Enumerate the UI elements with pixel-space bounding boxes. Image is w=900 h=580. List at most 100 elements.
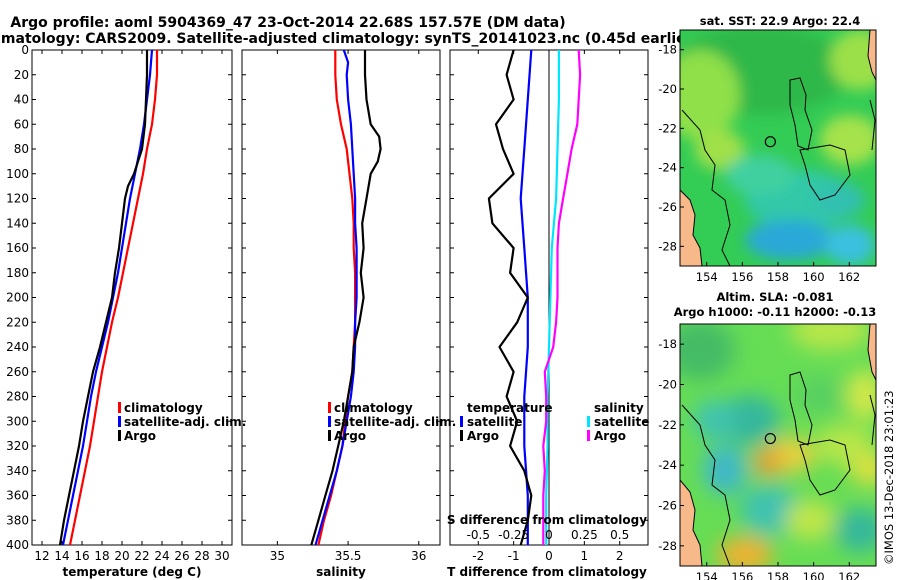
- latitude-tick-label: -24: [658, 458, 677, 472]
- longitude-tick-label: 160: [803, 570, 825, 580]
- temperature-tick-label: 26: [174, 549, 189, 563]
- legend-swatch-satellite: [118, 416, 121, 427]
- depth-tick-label: 160: [6, 241, 29, 255]
- coastline-australia: [680, 189, 703, 266]
- latitude-tick-label: -26: [658, 200, 677, 214]
- s-difference-tick-label: 0.25: [571, 528, 598, 542]
- temperature-tick-label: 22: [134, 549, 149, 563]
- depth-tick-label: 320: [6, 439, 29, 453]
- sst-map-axes: 154 156 158 160 162 -18 -20 -22 -24 -26 -28: [658, 43, 860, 284]
- legend-label-climatology: climatology: [124, 401, 203, 415]
- bathymetry-contours: [681, 371, 876, 566]
- series-line-argo: [58, 50, 149, 545]
- sla-field: [680, 324, 876, 566]
- depth-tick-label: 40: [14, 93, 29, 107]
- depth-tick-label: 400: [6, 538, 29, 552]
- salinity-panel: 35 35.5 36 salinity climatology satellite-…: [241, 49, 456, 579]
- s-difference-axis: -0.5 -0.25 0 0.25 0.5: [467, 528, 630, 542]
- legend-swatch-argo: [118, 430, 121, 441]
- t-difference-tick-label: 1: [581, 549, 589, 563]
- salinity-legend: climatology satellite-adj. clim. Argo: [328, 401, 456, 443]
- difference-legend: temperature satellite Argo salinity sate…: [460, 401, 649, 443]
- argo-location-marker: [764, 432, 776, 445]
- s-difference-tick-label: -0.25: [498, 528, 529, 542]
- t-difference-tick-label: 2: [616, 549, 624, 563]
- depth-tick-label: 280: [6, 390, 29, 404]
- legend-swatch-s-satellite: [587, 416, 590, 427]
- depth-tick-label: 240: [6, 340, 29, 354]
- longitude-tick-label: 158: [767, 570, 789, 580]
- depth-tick-label: 80: [14, 142, 29, 156]
- legend-swatch-argo: [328, 430, 331, 441]
- bathymetry-contours: [681, 77, 876, 266]
- salinity-tick-label: 35: [270, 549, 285, 563]
- legend-title-temperature: temperature: [467, 401, 552, 415]
- salinity-axis-label: salinity: [316, 565, 366, 579]
- series-line-satellite-adj-clim-: [61, 50, 154, 545]
- figure-title-line1: Argo profile: aoml 5904369_47 23-Oct-201…: [10, 15, 565, 31]
- latitude-tick-label: -28: [658, 239, 677, 253]
- latitude-tick-label: -18: [658, 43, 677, 57]
- series-line-s-satellite: [545, 50, 561, 545]
- latitude-tick-label: -26: [658, 499, 677, 513]
- legend-swatch-t-satellite: [460, 416, 463, 427]
- longitude-tick-label: 158: [767, 270, 789, 284]
- sst-map: sat. SST: 22.9 Argo: 22.4 154 156 158 160 16…: [658, 14, 877, 284]
- depth-tick-label: 300: [6, 414, 29, 428]
- series-line-climatology: [68, 50, 159, 545]
- depth-tick-label: 260: [6, 365, 29, 379]
- difference-depth-ticks: [450, 49, 648, 546]
- temperature-tick-label: 18: [94, 549, 109, 563]
- legend-title-salinity: salinity: [594, 401, 644, 415]
- longitude-tick-label: 156: [731, 270, 753, 284]
- latitude-tick-label: -20: [658, 82, 677, 96]
- temperature-legend: climatology satellite-adj. clim. Argo: [118, 401, 246, 443]
- sla-map: Altim. SLA: -0.081 Argo h1000: -0.11 h20…: [658, 290, 877, 580]
- sla-map-axes: 154 156 158 160 162 -18 -20 -22 -24 -26 -28: [658, 337, 860, 580]
- s-difference-tick-label: 0.5: [610, 528, 629, 542]
- coastline-vanuatu: [867, 30, 876, 81]
- coastline-vanuatu: [867, 324, 876, 381]
- series-line-s-argo: [542, 50, 582, 545]
- legend-label-satellite: satellite-adj. clim.: [124, 415, 246, 429]
- sst-map-title: sat. SST: 22.9 Argo: 22.4: [700, 14, 860, 28]
- latitude-tick-label: -22: [658, 418, 677, 432]
- legend-swatch-s-argo: [587, 430, 590, 441]
- temperature-axis-label: temperature (deg C): [63, 565, 202, 579]
- temperature-tick-label: 12: [34, 549, 49, 563]
- depth-tick-label: 200: [6, 291, 29, 305]
- depth-tick-label: 120: [6, 192, 29, 206]
- temperature-panel: 0 20 40 60 80 100 120 140 160 180 200 220 240 260 280 3…: [6, 43, 246, 579]
- series-line-t-argo: [487, 50, 533, 545]
- legend-swatch-t-argo: [460, 430, 463, 441]
- legend-label-t-satellite: satellite: [467, 415, 522, 429]
- legend-label-t-argo: Argo: [467, 429, 499, 443]
- temperature-tick-label: 28: [194, 549, 209, 563]
- legend-label-s-satellite: satellite: [594, 415, 649, 429]
- legend-swatch-climatology: [118, 402, 121, 413]
- sla-map-subtitle: Argo h1000: -0.11 h2000: -0.13: [674, 305, 877, 319]
- series-line-argo: [310, 50, 382, 545]
- depth-axis: 0 20 40 60 80 100 120 140 160 180 200 220 240 260 280 3…: [6, 43, 232, 552]
- argo-location-marker: [764, 136, 776, 148]
- latitude-tick-label: -24: [658, 161, 677, 175]
- imos-timestamp: ©IMOS 13-Dec-2018 23:01:23: [882, 390, 896, 565]
- depth-tick-label: 60: [14, 117, 29, 131]
- legend-label-climatology: climatology: [334, 401, 413, 415]
- longitude-tick-label: 156: [731, 570, 753, 580]
- salinity-tick-label: 36: [411, 549, 426, 563]
- legend-label-s-argo: Argo: [594, 429, 626, 443]
- depth-tick-label: 180: [6, 266, 29, 280]
- series-line-satellite-adj-clim-: [314, 50, 358, 545]
- t-difference-axis-label: T difference from climatology: [447, 565, 647, 579]
- t-difference-tick-label: 0: [545, 549, 553, 563]
- series-line-t-satellite: [519, 50, 533, 545]
- latitude-tick-label: -28: [658, 539, 677, 553]
- difference-panel: -2 -1 0 1 2 T difference from climatology S …: [447, 49, 649, 579]
- longitude-tick-label: 154: [696, 570, 718, 580]
- depth-tick-label: 380: [6, 513, 29, 527]
- depth-tick-label: 220: [6, 315, 29, 329]
- t-difference-tick-label: -1: [508, 549, 520, 563]
- longitude-tick-label: 162: [838, 570, 860, 580]
